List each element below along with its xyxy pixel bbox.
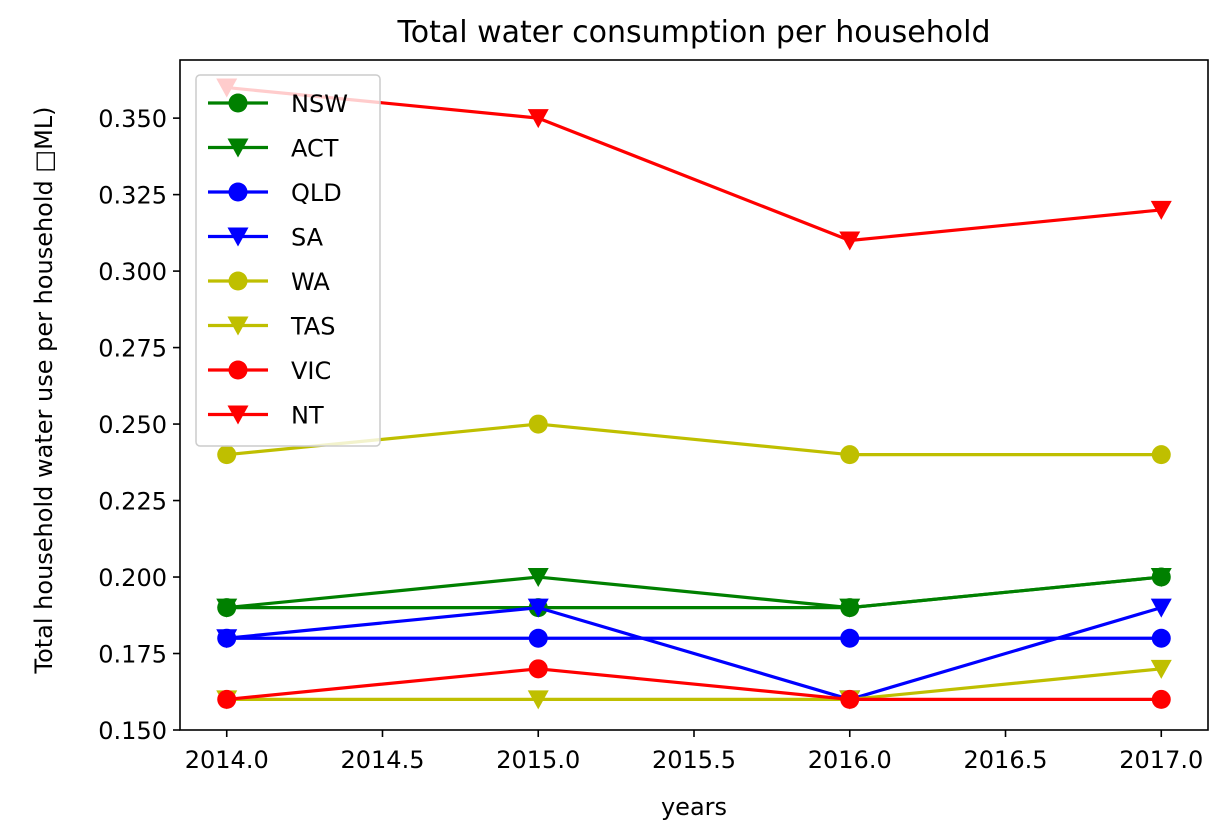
data-point	[528, 414, 548, 434]
legend-entry-sa: SA	[208, 224, 324, 252]
y-tick-label: 0.300	[98, 258, 167, 286]
data-point	[527, 690, 549, 710]
series-line	[226, 85, 1162, 243]
legend-entry-qld: QLD	[208, 179, 342, 207]
y-tick-label: 0.150	[98, 717, 167, 745]
y-tick-label: 0.175	[98, 641, 167, 669]
legend-marker	[228, 271, 248, 291]
data-point	[528, 628, 548, 648]
legend-label: SA	[291, 224, 324, 252]
x-tick-label: 2015.5	[652, 746, 736, 774]
data-point	[527, 109, 549, 129]
data-point	[1151, 689, 1171, 709]
x-tick-label: 2015.0	[496, 746, 580, 774]
legend-label: ACT	[291, 135, 339, 163]
x-axis-label: years	[661, 793, 727, 821]
data-point	[840, 628, 860, 648]
data-point	[1150, 659, 1172, 679]
legend-marker	[227, 138, 249, 158]
legend-label: VIC	[291, 357, 331, 385]
legend-label: QLD	[291, 179, 342, 207]
legend: NSW ACT QLD SA WA TAS VIC NT	[195, 74, 381, 447]
series-qld	[217, 628, 1171, 648]
legend-label: NSW	[291, 90, 348, 118]
data-point	[216, 598, 238, 618]
series-wa	[217, 414, 1171, 465]
x-tick-label: 2014.5	[340, 746, 424, 774]
y-tick-label: 0.275	[98, 335, 167, 363]
y-tick-label: 0.325	[98, 182, 167, 210]
data-point	[1150, 598, 1172, 618]
series-sa	[216, 598, 1172, 710]
data-point	[527, 598, 549, 618]
legend-entry-wa: WA	[208, 268, 330, 296]
chart-title: Total water consumption per household	[397, 15, 991, 50]
series-line	[226, 667, 1162, 702]
legend-marker	[227, 405, 249, 425]
legend-frame	[195, 74, 381, 447]
legend-label: NT	[291, 402, 324, 430]
legend-entry-nt: NT	[208, 402, 324, 430]
legend-marker	[228, 93, 248, 113]
data-point	[839, 231, 861, 251]
data-point	[839, 598, 861, 618]
series-line	[226, 667, 1162, 702]
plot-area: 2014.0 2014.5 2015.0 2015.5 2016.0 2016.5 2017…	[98, 59, 1209, 774]
legend-label: TAS	[290, 313, 335, 341]
legend-marker	[228, 182, 248, 202]
x-tick-label: 2017.0	[1119, 746, 1203, 774]
legend-marker	[227, 227, 249, 247]
data-point	[840, 445, 860, 465]
x-tick-label: 2016.5	[964, 746, 1048, 774]
series-vic	[217, 659, 1171, 709]
data-point	[527, 568, 549, 588]
y-tick-label: 0.200	[98, 564, 167, 592]
legend-entry-tas: TAS	[208, 313, 335, 341]
y-tick-label: 0.250	[98, 411, 167, 439]
data-point	[1151, 628, 1171, 648]
data-point	[217, 689, 237, 709]
series-line	[226, 575, 1162, 610]
data-point	[528, 659, 548, 679]
series-line	[226, 606, 1162, 702]
legend-entry-act: ACT	[208, 135, 339, 163]
data-point	[1150, 200, 1172, 220]
legend-entry-nsw: NSW	[208, 90, 348, 118]
legend-entry-vic: VIC	[208, 357, 331, 385]
data-point	[216, 629, 238, 649]
data-point	[1150, 568, 1172, 588]
y-tick-label: 0.350	[98, 105, 167, 133]
legend-marker	[227, 316, 249, 336]
legend-marker	[228, 360, 248, 380]
x-tick-label: 2016.0	[808, 746, 892, 774]
y-tick-label: 0.225	[98, 488, 167, 516]
legend-label: WA	[291, 268, 330, 296]
series-act	[216, 568, 1172, 618]
data-point	[840, 689, 860, 709]
data-point	[1151, 445, 1171, 465]
y-axis-label: Total household water use per household …	[30, 106, 58, 674]
x-tick-label: 2014.0	[185, 746, 269, 774]
series-line	[226, 422, 1162, 457]
data-point	[217, 445, 237, 465]
